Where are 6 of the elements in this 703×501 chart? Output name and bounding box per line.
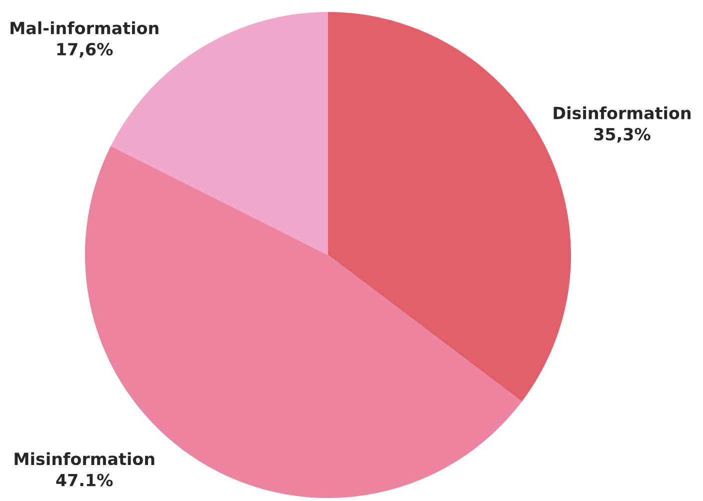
data-label: 35,3% xyxy=(594,128,650,143)
data-label: 47.1% xyxy=(56,474,113,486)
slice-label: Misinformation xyxy=(14,452,154,466)
slice-label: Mal-information xyxy=(10,21,158,34)
slice-label: Disinformation xyxy=(554,106,691,120)
data-label: 17,6% xyxy=(57,42,113,58)
